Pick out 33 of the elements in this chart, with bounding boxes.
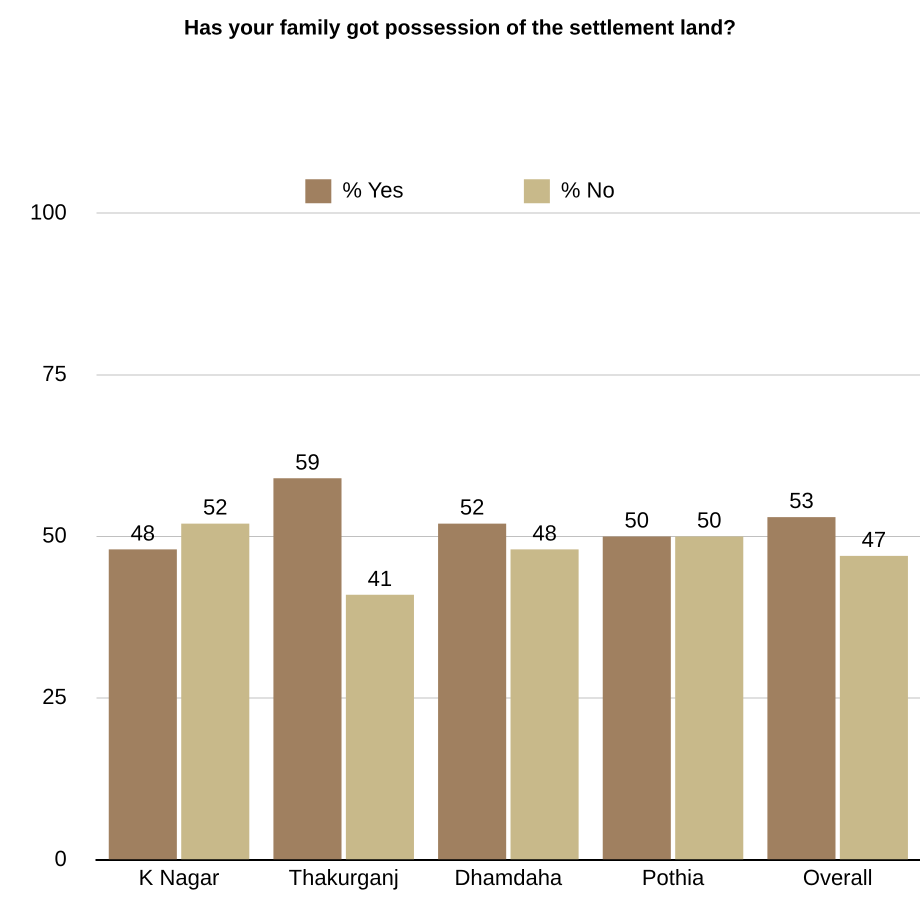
data-label: 50 bbox=[696, 508, 722, 533]
bar bbox=[602, 536, 671, 860]
y-tick-label: 0 bbox=[54, 846, 67, 871]
x-tick-label: Thakurganj bbox=[288, 865, 399, 890]
chart-title: Has your family got possession of the settlement land? bbox=[184, 16, 736, 40]
data-label: 48 bbox=[532, 520, 557, 546]
data-label: 47 bbox=[862, 526, 886, 552]
x-tick-label: K Nagar bbox=[138, 865, 220, 890]
x-tick-label: Overall bbox=[802, 865, 873, 890]
y-tick-label: 100 bbox=[30, 199, 67, 224]
bar bbox=[346, 594, 414, 860]
legend-label: % Yes bbox=[342, 177, 404, 202]
data-label: 53 bbox=[789, 488, 814, 514]
x-tick-label: Dhamdaha bbox=[454, 865, 563, 890]
bar bbox=[510, 549, 579, 860]
data-label: 50 bbox=[624, 508, 650, 533]
bar bbox=[181, 524, 250, 860]
bar bbox=[108, 549, 177, 860]
data-label: 52 bbox=[203, 494, 228, 520]
bar bbox=[273, 478, 342, 860]
data-label: 41 bbox=[368, 566, 392, 591]
data-label: 59 bbox=[295, 449, 320, 474]
y-tick-label: 50 bbox=[42, 522, 67, 548]
bar bbox=[767, 517, 836, 860]
bar bbox=[675, 536, 744, 860]
bar bbox=[438, 524, 506, 860]
legend-label: % No bbox=[560, 177, 615, 202]
bar bbox=[840, 556, 908, 860]
data-label: 52 bbox=[460, 494, 484, 520]
y-tick-label: 75 bbox=[42, 360, 67, 386]
x-tick-label: Pothia bbox=[642, 865, 705, 890]
y-tick-label: 25 bbox=[42, 684, 67, 710]
data-label: 48 bbox=[130, 520, 156, 546]
